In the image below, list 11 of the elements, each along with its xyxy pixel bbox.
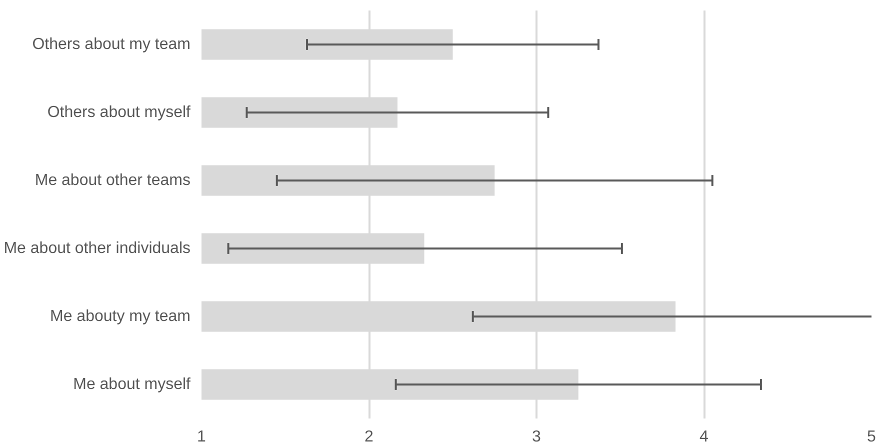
y-tick-label: Me about other individuals: [4, 240, 190, 257]
x-tick-label: 4: [700, 428, 709, 444]
x-tick-label: 1: [197, 428, 206, 444]
y-tick-label: Me about myself: [73, 376, 192, 393]
y-tick-label: Others about myself: [47, 104, 192, 121]
y-tick-label: Me abouty my team: [50, 308, 190, 325]
x-tick-label: 5: [867, 428, 876, 444]
x-tick-label: 3: [532, 428, 542, 444]
x-tick-label: 2: [364, 428, 374, 444]
y-tick-label: Me about other teams: [34, 172, 190, 189]
y-tick-label: Others about my team: [32, 36, 191, 53]
